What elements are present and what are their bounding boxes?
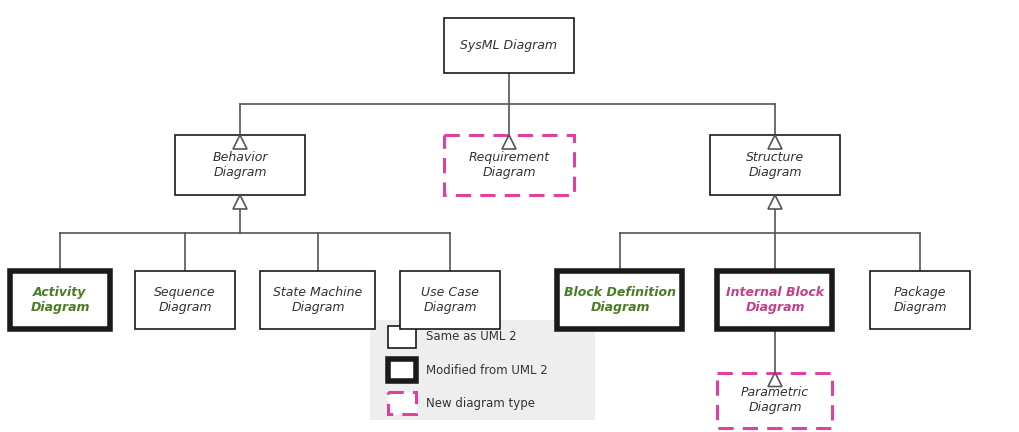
- Bar: [717, 271, 833, 329]
- Text: Activity
Diagram: Activity Diagram: [31, 286, 90, 314]
- Bar: [370, 320, 595, 420]
- Bar: [135, 271, 235, 329]
- Polygon shape: [233, 195, 247, 209]
- Bar: [710, 135, 840, 195]
- Polygon shape: [768, 372, 782, 387]
- Bar: [388, 359, 416, 381]
- Bar: [557, 271, 683, 329]
- Bar: [261, 271, 375, 329]
- Bar: [870, 271, 970, 329]
- Text: Parametric
Diagram: Parametric Diagram: [741, 386, 809, 414]
- Text: Block Definition
Diagram: Block Definition Diagram: [564, 286, 676, 314]
- Text: Package
Diagram: Package Diagram: [894, 286, 947, 314]
- Text: State Machine
Diagram: State Machine Diagram: [273, 286, 363, 314]
- Text: Requirement
Diagram: Requirement Diagram: [469, 151, 549, 179]
- Text: Behavior
Diagram: Behavior Diagram: [212, 151, 268, 179]
- Polygon shape: [768, 195, 782, 209]
- Bar: [175, 135, 305, 195]
- Polygon shape: [502, 135, 516, 149]
- Bar: [10, 271, 110, 329]
- Bar: [388, 326, 416, 348]
- Text: New diagram type: New diagram type: [426, 397, 535, 410]
- Polygon shape: [233, 135, 247, 149]
- Text: SysML Diagram: SysML Diagram: [461, 38, 557, 51]
- Text: Modified from UML 2: Modified from UML 2: [426, 363, 548, 377]
- Bar: [444, 18, 574, 73]
- Text: Structure
Diagram: Structure Diagram: [746, 151, 804, 179]
- Text: Internal Block
Diagram: Internal Block Diagram: [726, 286, 824, 314]
- Bar: [717, 372, 833, 428]
- Bar: [388, 392, 416, 414]
- Text: Same as UML 2: Same as UML 2: [426, 330, 517, 343]
- Bar: [400, 271, 500, 329]
- Polygon shape: [768, 135, 782, 149]
- Bar: [444, 135, 574, 195]
- Text: Use Case
Diagram: Use Case Diagram: [421, 286, 479, 314]
- Text: Sequence
Diagram: Sequence Diagram: [154, 286, 216, 314]
